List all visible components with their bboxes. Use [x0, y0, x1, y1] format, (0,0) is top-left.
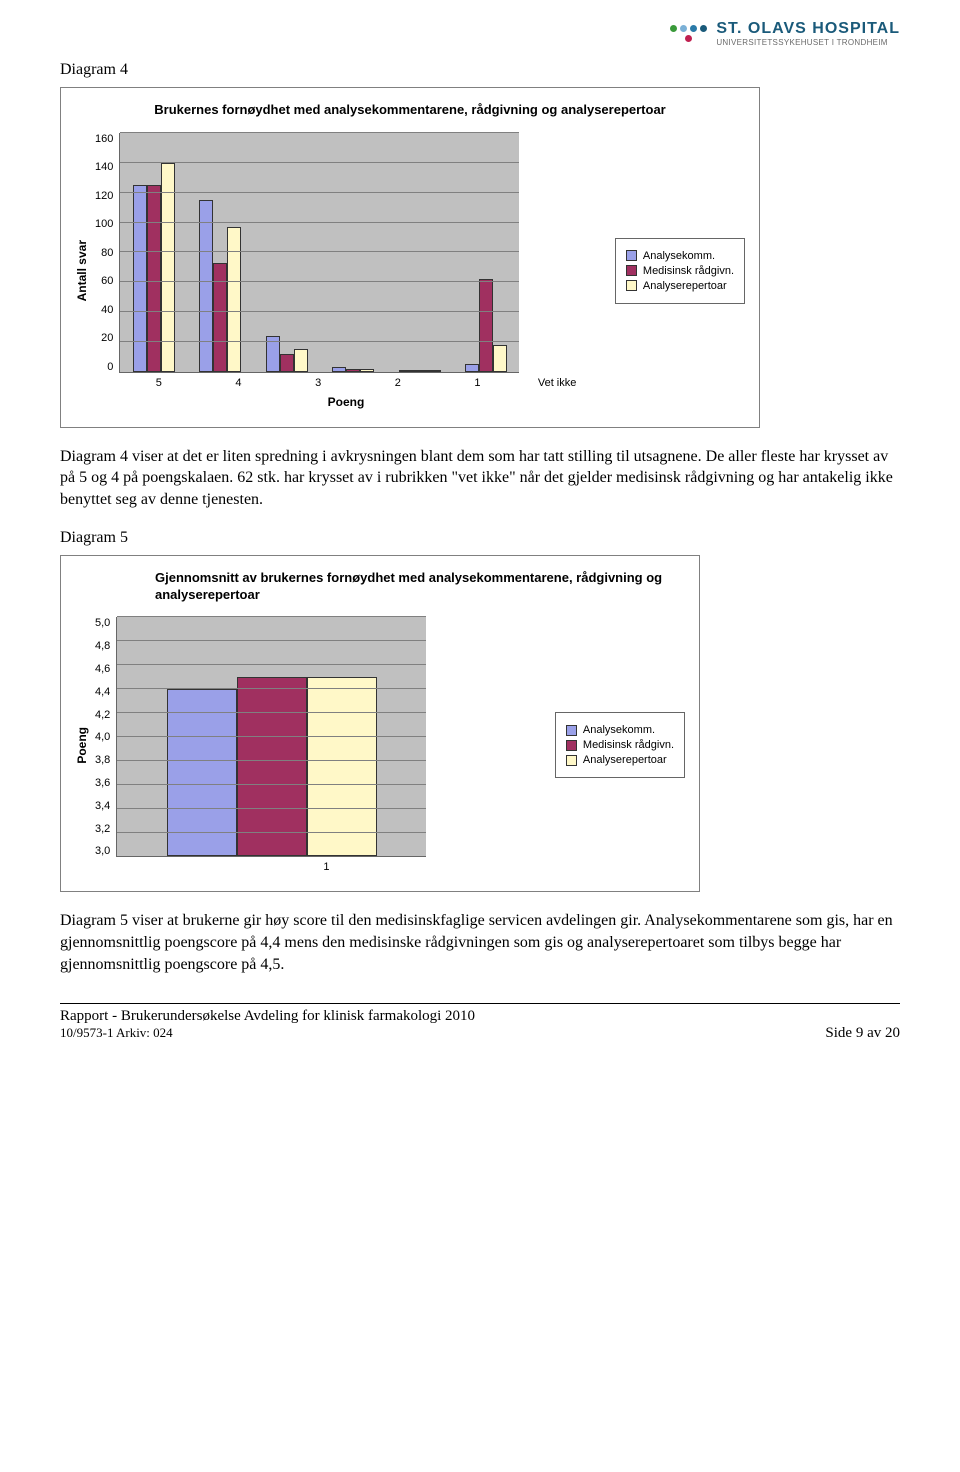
footer-report-title: Rapport - Brukerundersøkelse Avdeling fo… — [60, 1008, 900, 1025]
bar — [479, 279, 493, 372]
bar — [237, 677, 307, 856]
bar — [360, 369, 374, 372]
footer-archive-ref: 10/9573-1 Arkiv: 024 — [60, 1025, 173, 1042]
hospital-logo: ST. OLAVS HOSPITAL UNIVERSITETSSYKEHUSET… — [60, 20, 900, 47]
diagram5-legend: Analysekomm.Medisinsk rådgivn.Analyserep… — [555, 712, 685, 778]
bar — [294, 349, 308, 371]
bar — [465, 364, 479, 371]
bar — [147, 185, 161, 372]
diagram5-ylabel: Poeng — [75, 727, 89, 764]
diagram5-plot-area — [116, 617, 426, 857]
logo-title: ST. OLAVS HOSPITAL — [716, 20, 900, 38]
diagram4-legend: Analysekomm.Medisinsk rådgivn.Analyserep… — [615, 238, 745, 304]
paragraph-after-d4: Diagram 4 viser at det er liten sprednin… — [60, 446, 900, 511]
diagram4-title: Brukernes fornøydhet med analysekommenta… — [75, 102, 745, 119]
diagram4-xlabel: Poeng — [95, 395, 597, 409]
logo-icon — [668, 25, 708, 42]
diagram5-title: Gjennomsnitt av brukernes fornøydhet med… — [75, 570, 685, 604]
diagram4-ylabel: Antall svar — [75, 240, 89, 301]
bar — [493, 345, 507, 372]
diagram5-chart: Gjennomsnitt av brukernes fornøydhet med… — [60, 555, 700, 893]
bar — [280, 354, 294, 372]
footer-page-number: Side 9 av 20 — [825, 1025, 900, 1042]
diagram4-label: Diagram 4 — [60, 61, 900, 79]
logo-subtitle: UNIVERSITETSSYKEHUSET I TRONDHEIM — [716, 38, 900, 47]
bar — [413, 370, 427, 372]
bar — [332, 367, 346, 371]
bar — [307, 677, 377, 856]
diagram5-xticks: 1 — [116, 857, 537, 873]
diagram5-label: Diagram 5 — [60, 529, 900, 547]
bar — [399, 370, 413, 372]
paragraph-after-d5: Diagram 5 viser at brukerne gir høy scor… — [60, 910, 900, 975]
bar — [346, 369, 360, 372]
diagram4-plot-area — [119, 133, 519, 373]
diagram4-xticks: 54321Vet ikke — [119, 373, 597, 389]
bar — [199, 200, 213, 372]
bar — [427, 370, 441, 372]
diagram4-chart: Brukernes fornøydhet med analysekommenta… — [60, 87, 760, 428]
page-footer: Rapport - Brukerundersøkelse Avdeling fo… — [60, 1003, 900, 1042]
diagram5-yticks: 3,03,23,43,63,84,04,24,44,64,85,0 — [95, 617, 116, 857]
bar — [213, 263, 227, 372]
bar — [133, 185, 147, 372]
bar — [227, 227, 241, 372]
diagram4-yticks: 020406080100120140160 — [95, 133, 119, 373]
